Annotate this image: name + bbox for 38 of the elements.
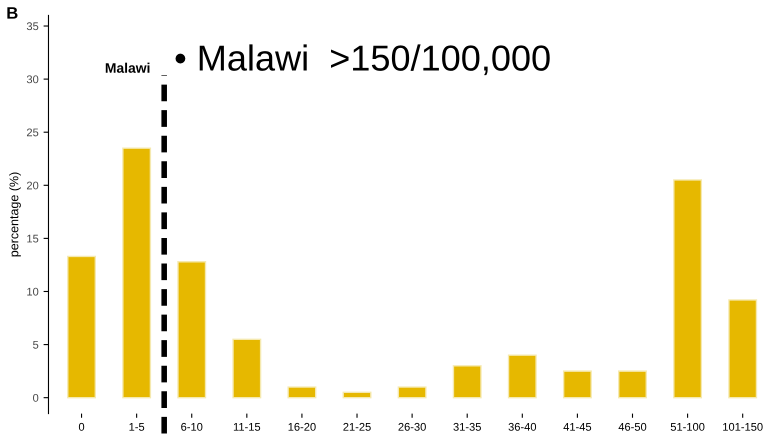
bar: [232, 338, 262, 398]
x-tick-label: 6-10: [181, 422, 202, 431]
x-tick-label: 101-150: [723, 422, 763, 431]
y-tick-label: 10: [27, 288, 38, 296]
bar: [562, 370, 592, 398]
bar: [287, 386, 316, 398]
bar: [673, 179, 702, 398]
text: B: [7, 7, 18, 19]
y-axis-title: percentage (%): [9, 172, 21, 256]
annotation: • Malawi >150/100,000: [176, 44, 550, 76]
x-tick-label: 21-25: [343, 422, 371, 431]
x-tick-label: 41-45: [563, 423, 592, 431]
x-tick-label: 31-35: [453, 422, 481, 431]
x-tick-label: 46-50: [618, 422, 646, 431]
y-tick-label: 5: [33, 340, 38, 349]
bar: [728, 299, 758, 398]
y-tick-label: 20: [26, 182, 38, 190]
y-tick-label: 25: [26, 128, 38, 136]
x-tick-label: 11-15: [234, 423, 260, 431]
x-tick-label: 16-20: [288, 422, 316, 431]
x-tick-label: 51-100: [670, 422, 704, 431]
bar: [398, 386, 427, 398]
bar: [508, 354, 537, 398]
x-tick-label: 36-40: [508, 422, 536, 431]
bar: [618, 370, 647, 398]
bar: [177, 261, 206, 398]
bar: [342, 392, 372, 398]
y-tick-label: 35: [26, 22, 38, 30]
bar: [452, 365, 482, 398]
annotation: Malawi: [106, 62, 150, 73]
x-tick-label: 0: [78, 422, 84, 431]
x-tick-label: 26-30: [398, 422, 426, 431]
y-tick-label: 15: [27, 234, 38, 243]
bar: [122, 147, 152, 398]
y-tick-label: 30: [26, 75, 38, 84]
x-tick-label: 1-5: [129, 423, 144, 431]
y-tick-label: 0: [33, 394, 38, 402]
bar: [67, 256, 96, 398]
